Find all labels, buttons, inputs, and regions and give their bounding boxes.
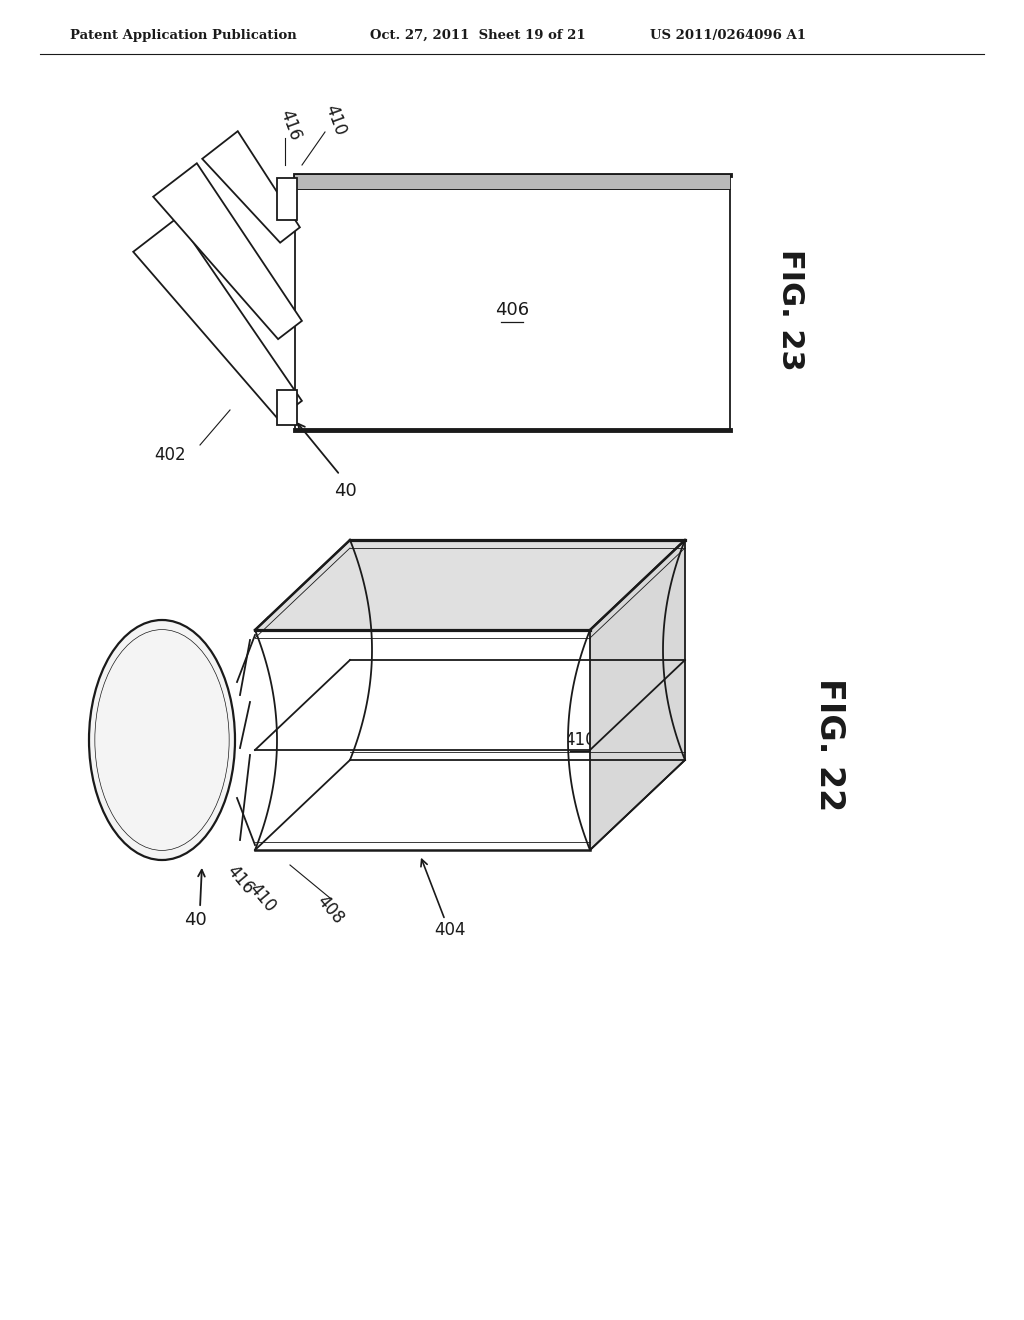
- Polygon shape: [255, 630, 590, 850]
- Text: Patent Application Publication: Patent Application Publication: [70, 29, 297, 41]
- Ellipse shape: [89, 620, 234, 861]
- Bar: [295, 176, 730, 189]
- Text: 406: 406: [415, 801, 445, 818]
- Text: US 2011/0264096 A1: US 2011/0264096 A1: [650, 29, 806, 41]
- Polygon shape: [154, 164, 302, 339]
- Bar: [295, 176, 730, 430]
- Bar: [278, 178, 297, 220]
- Text: 40: 40: [334, 482, 356, 500]
- Text: 410: 410: [564, 731, 596, 748]
- Text: 404: 404: [434, 921, 466, 939]
- Text: FIG. 22: FIG. 22: [813, 678, 847, 812]
- Text: 406: 406: [495, 301, 529, 319]
- Text: 410: 410: [322, 102, 349, 137]
- Text: 416: 416: [223, 862, 257, 898]
- Polygon shape: [590, 540, 685, 850]
- Polygon shape: [133, 218, 302, 420]
- Text: 406: 406: [439, 651, 471, 669]
- Text: 416: 416: [276, 107, 304, 143]
- Text: 402: 402: [130, 758, 166, 783]
- Polygon shape: [202, 131, 300, 243]
- Bar: [278, 389, 297, 425]
- Text: Oct. 27, 2011  Sheet 19 of 21: Oct. 27, 2011 Sheet 19 of 21: [370, 29, 586, 41]
- Text: 410: 410: [245, 880, 280, 916]
- Text: 402: 402: [155, 446, 185, 465]
- Text: FIG. 23: FIG. 23: [775, 249, 805, 371]
- Text: 408: 408: [313, 892, 347, 928]
- Polygon shape: [255, 540, 685, 630]
- Text: 40: 40: [183, 911, 207, 929]
- Text: 40: 40: [339, 566, 361, 583]
- Text: 416: 416: [294, 593, 326, 611]
